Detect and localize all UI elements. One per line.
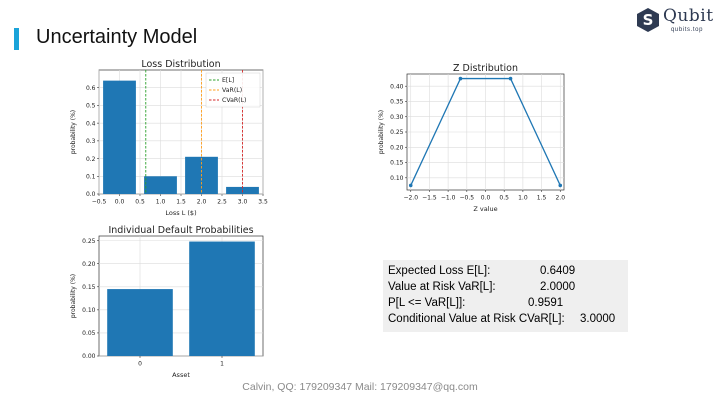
y-tick-label: 0.30	[390, 114, 404, 121]
x-tick-label: 3.0	[238, 199, 248, 206]
title-accent-bar	[14, 28, 19, 50]
y-axis-label: probability (%)	[378, 110, 385, 154]
x-tick-label: 1.5	[176, 199, 186, 206]
x-tick-label: −1.0	[441, 195, 456, 202]
y-tick-label: 0.20	[82, 261, 96, 268]
y-tick-label: 0.00	[82, 353, 96, 360]
x-axis-label: Loss L ($)	[165, 209, 196, 217]
x-tick-label: 1.0	[156, 199, 166, 206]
x-axis-label: Z value	[473, 205, 497, 213]
x-tick-label: 3.5	[258, 199, 268, 206]
x-tick-label: 0.0	[481, 195, 491, 202]
stat-label-var: Value at Risk VaR[L]:	[388, 281, 496, 293]
x-tick-label: 0	[138, 361, 142, 368]
y-tick-label: 0.35	[390, 99, 404, 106]
stat-value-cvar: 3.0000	[580, 313, 616, 325]
x-tick-label: 0.0	[115, 199, 125, 206]
data-point	[458, 76, 463, 81]
y-tick-label: 0.05	[82, 330, 96, 337]
y-tick-label: 0.10	[82, 307, 96, 314]
bar	[189, 241, 255, 356]
data-point	[408, 183, 413, 188]
chart-title: Individual Default Probabilities	[108, 225, 253, 236]
data-point	[508, 76, 513, 81]
stat-value-probability: 0.9591	[528, 297, 564, 309]
y-tick-label: 0.4	[86, 120, 96, 127]
data-point	[558, 183, 563, 188]
loss-distribution-chart: Loss Distribution Loss L ($) probability (…	[70, 59, 268, 217]
x-tick-label: 1	[220, 361, 224, 368]
chart-title: Loss Distribution	[141, 59, 220, 70]
y-axis-label: probability (%)	[70, 110, 77, 154]
default-probabilities-chart: Individual Default Probabilities Asset pro…	[70, 225, 264, 379]
legend-label: E[L]	[222, 77, 234, 84]
y-tick-label: 0.6	[86, 85, 96, 92]
y-tick-label: 0.2	[86, 156, 96, 163]
y-tick-label: 0.25	[82, 238, 96, 245]
series-line	[410, 77, 561, 186]
footer-contact: Calvin, QQ: 179209347 Mail: 179209347@qq…	[242, 381, 478, 393]
stat-value-expected-loss: 0.6409	[540, 265, 576, 277]
bar	[103, 80, 136, 194]
x-tick-label: −2.0	[403, 195, 418, 202]
stat-value-var: 2.0000	[540, 281, 576, 293]
x-tick-label: 1.0	[518, 195, 528, 202]
y-tick-label: 0.20	[390, 144, 404, 151]
y-tick-label: 0.25	[390, 129, 404, 136]
stat-label-expected-loss: Expected Loss E[L]:	[388, 265, 491, 277]
x-tick-label: 1.5	[537, 195, 547, 202]
legend-label: VaR(L)	[222, 87, 242, 94]
brand-logo: S Qubit qubits.top	[637, 6, 717, 36]
bar	[144, 176, 177, 194]
page-title: Uncertainty Model	[36, 26, 198, 48]
x-tick-label: 2.0	[555, 195, 565, 202]
y-tick-label: 0.40	[390, 83, 404, 90]
x-tick-label: −1.5	[422, 195, 437, 202]
risk-statistics-panel: Expected Loss E[L]: 0.6409 Value at Risk…	[383, 260, 628, 332]
y-tick-label: 0.1	[86, 173, 96, 180]
x-tick-label: 0.5	[135, 199, 145, 206]
legend-label: CVaR(L)	[222, 97, 246, 104]
y-tick-label: 0.5	[86, 103, 96, 110]
y-tick-label: 0.3	[86, 138, 96, 145]
x-tick-label: −0.5	[460, 195, 475, 202]
logo-subtext: qubits.top	[671, 27, 704, 33]
x-tick-label: 2.0	[197, 199, 207, 206]
x-tick-label: 2.5	[217, 199, 227, 206]
logo-badge-letter: S	[642, 11, 654, 29]
y-tick-label: 0.15	[82, 284, 96, 291]
x-axis-label: Asset	[172, 371, 190, 379]
x-tick-label: −0.5	[92, 199, 107, 206]
stat-label-cvar: Conditional Value at Risk CVaR[L]:	[388, 313, 565, 325]
stat-label-probability: P[L <= VaR[L]]:	[388, 297, 466, 309]
y-tick-label: 0.10	[390, 175, 404, 182]
bar	[107, 289, 173, 356]
y-axis-label: probability (%)	[70, 274, 77, 318]
y-tick-label: 0.0	[86, 191, 96, 198]
z-distribution-chart: Z Distribution Z value probability (%) −2.0…	[378, 63, 565, 213]
logo-wordmark: Qubit	[663, 6, 714, 26]
x-tick-label: 0.5	[499, 195, 509, 202]
logo-badge-icon	[637, 8, 659, 32]
chart-title: Z Distribution	[453, 63, 518, 74]
y-tick-label: 0.15	[390, 160, 404, 167]
